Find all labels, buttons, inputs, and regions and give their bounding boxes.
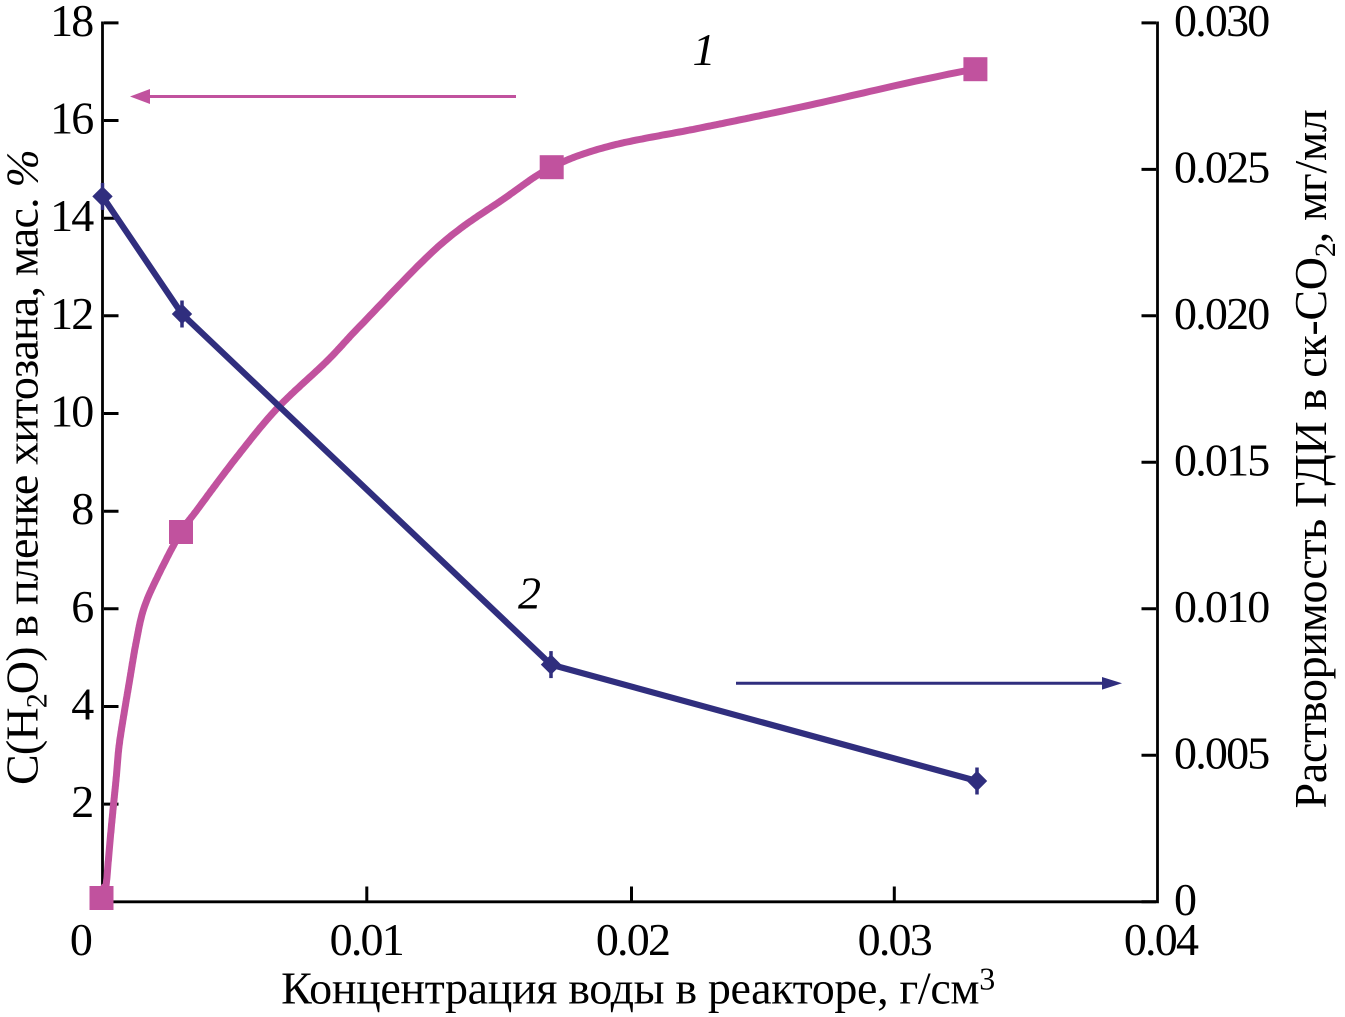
svg-text:16: 16 <box>50 93 93 144</box>
svg-text:18: 18 <box>50 0 93 46</box>
svg-text:0.020: 0.020 <box>1174 288 1269 339</box>
svg-text:2: 2 <box>518 568 541 619</box>
svg-text:12: 12 <box>50 288 92 339</box>
svg-text:0: 0 <box>70 914 92 965</box>
svg-text:6: 6 <box>71 581 93 632</box>
svg-text:4: 4 <box>71 679 94 730</box>
svg-text:Концентрация воды в реакторе,: Концентрация воды в реакторе, г/см3 <box>281 961 995 1014</box>
svg-text:2: 2 <box>71 776 92 827</box>
svg-text:0.04: 0.04 <box>1124 914 1199 965</box>
svg-text:Растворимость ГДИ в ск-СО2, мг: Растворимость ГДИ в ск-СО2, мг/мл <box>1285 110 1342 809</box>
svg-text:0.015: 0.015 <box>1174 434 1269 485</box>
svg-text:0.005: 0.005 <box>1174 727 1269 778</box>
svg-text:14: 14 <box>50 190 94 241</box>
svg-text:8: 8 <box>71 483 93 534</box>
svg-text:0: 0 <box>1174 874 1196 925</box>
svg-text:0.02: 0.02 <box>596 914 669 965</box>
svg-text:1: 1 <box>693 24 716 75</box>
svg-text:0.030: 0.030 <box>1174 0 1269 46</box>
svg-text:C(H2O) в пленке хитозана, мас.: C(H2O) в пленке хитозана, мас. % <box>0 150 54 785</box>
svg-text:0.025: 0.025 <box>1174 141 1269 192</box>
svg-text:0.01: 0.01 <box>330 914 403 965</box>
svg-text:0.010: 0.010 <box>1174 581 1269 632</box>
svg-text:0.03: 0.03 <box>858 914 932 965</box>
svg-text:10: 10 <box>50 386 93 437</box>
